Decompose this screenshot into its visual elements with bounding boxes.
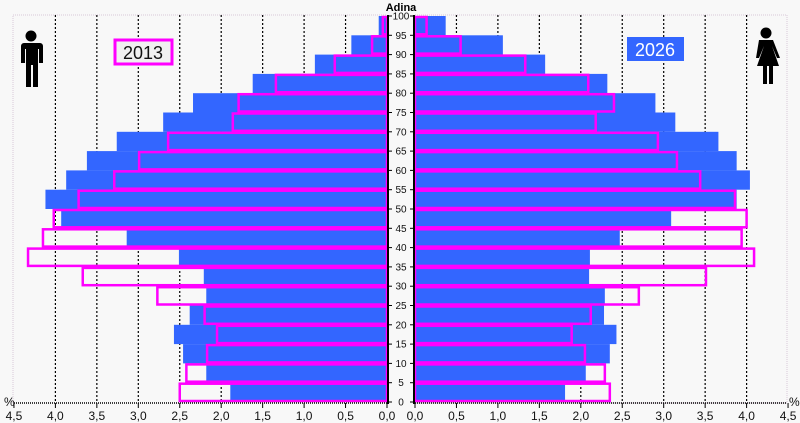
age-tick-label: 95 (395, 31, 407, 42)
age-tick-label: 65 (395, 147, 407, 158)
age-tick-label: 100 (393, 12, 410, 23)
bar-2026-male (183, 344, 387, 364)
bar-2026-male (178, 247, 387, 267)
bar-2026-male (193, 93, 387, 113)
bar-2026-female (415, 324, 617, 345)
age-tick-label: 10 (395, 359, 407, 370)
x-tick-label-right: 1,5 (531, 409, 548, 423)
age-tick-label: 25 (395, 301, 407, 312)
bar-2026-female (415, 73, 608, 94)
bar-2026-female (415, 16, 446, 36)
chart-title: Adina (386, 2, 417, 14)
age-tick-label: 30 (395, 282, 407, 293)
x-tick-label-left: 4,0 (47, 409, 64, 423)
age-tick-label: 15 (395, 340, 407, 351)
bar-2026-male (61, 209, 387, 229)
bar-2026-female (415, 382, 566, 402)
x-tick-label-left: 1,0 (296, 409, 313, 423)
bar-2026-female (415, 189, 737, 209)
bar-2026-male (126, 228, 387, 248)
female-figure-icon (756, 27, 780, 84)
bar-2026-female (415, 209, 672, 229)
bar-2026-male (206, 286, 387, 306)
bar-2026-male (116, 131, 387, 152)
age-tick-label: 85 (395, 69, 407, 80)
x-tick-label-right: 4,0 (738, 409, 755, 423)
legend-2013-label: 2013 (123, 43, 163, 63)
x-tick-label-left: 0,0 (379, 409, 396, 423)
x-tick-label-right: 2,5 (614, 409, 631, 423)
x-tick-label-right: 2,0 (572, 409, 589, 423)
axes: 0 5 10 15 20 25 30 35 40 45 50 55 60 65 70 75 80 85 90 95 10… (6, 12, 797, 423)
bar-2026-female (415, 151, 737, 171)
bar-2026-male (230, 382, 387, 402)
x-tick-label-right: 4,5 (780, 409, 797, 423)
age-tick-label: 35 (395, 262, 407, 273)
age-tick-label: 40 (395, 243, 407, 254)
x-tick-label-left: 2,0 (213, 409, 230, 423)
bar-2026-female (415, 228, 620, 248)
percent-label-left: % (4, 395, 15, 409)
x-tick-label-left: 3,5 (89, 409, 106, 423)
bar-2026-male (45, 189, 388, 209)
male-figure-icon (21, 30, 43, 87)
age-tick-label: 20 (395, 320, 407, 331)
age-tick-label: 90 (395, 50, 407, 61)
x-tick-label-left: 4,5 (6, 409, 23, 423)
x-tick-label-left: 3,0 (130, 409, 147, 423)
bar-2026-female (415, 131, 719, 152)
bar-2026-male (173, 324, 387, 345)
age-tick-label: 70 (395, 127, 407, 138)
bar-2026-male (252, 73, 387, 94)
age-tick-label: 55 (395, 185, 407, 196)
age-tick-label: 60 (395, 166, 407, 177)
bar-2026-female (415, 286, 605, 306)
bar-2026-male (203, 266, 387, 287)
bar-2026-female (415, 266, 590, 287)
x-tick-label-left: 0,5 (337, 409, 354, 423)
bar-2026-male (206, 363, 387, 383)
x-tick-label-right: 0,0 (407, 409, 424, 423)
bar-2026-female (415, 247, 590, 267)
bar-2026-female (415, 305, 605, 325)
age-tick-label: 45 (395, 224, 407, 235)
age-tick-label: 0 (398, 398, 404, 409)
bar-2026-male (189, 305, 387, 325)
bar-2026-female (415, 170, 750, 190)
bar-2026-female (415, 363, 586, 383)
bar-2026-female (415, 344, 610, 364)
bar-2026-male (66, 170, 387, 190)
x-tick-label-left: 1,5 (254, 409, 271, 423)
age-tick-label: 75 (395, 108, 407, 119)
age-tick-label: 50 (395, 205, 407, 216)
bar-2026-female (415, 54, 546, 74)
bar-2026-female (415, 112, 676, 132)
age-tick-label: 80 (395, 89, 407, 100)
age-tick-label: 5 (398, 378, 404, 389)
x-tick-label-right: 1,0 (490, 409, 507, 423)
legend-2026: 2026 (627, 37, 684, 61)
x-tick-label-right: 3,5 (697, 409, 714, 423)
x-tick-label-left: 2,5 (171, 409, 188, 423)
bar-2026-male (351, 35, 387, 55)
bar-2026-female (415, 93, 656, 113)
percent-label-right: % (789, 395, 800, 409)
bar-2026-male (86, 151, 387, 171)
legend-2026-label: 2026 (635, 40, 675, 60)
bar-2026-male (163, 112, 387, 132)
x-tick-label-right: 0,5 (448, 409, 465, 423)
bars-2026 (45, 16, 750, 402)
bar-2026-female (415, 35, 503, 55)
x-tick-label-right: 3,0 (655, 409, 672, 423)
legend-2013: 2013 (113, 38, 174, 66)
bar-2026-male (314, 54, 387, 74)
